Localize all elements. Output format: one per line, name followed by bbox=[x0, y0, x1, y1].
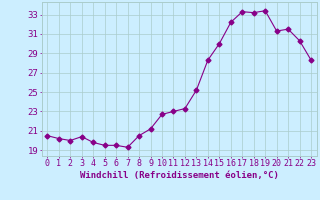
X-axis label: Windchill (Refroidissement éolien,°C): Windchill (Refroidissement éolien,°C) bbox=[80, 171, 279, 180]
